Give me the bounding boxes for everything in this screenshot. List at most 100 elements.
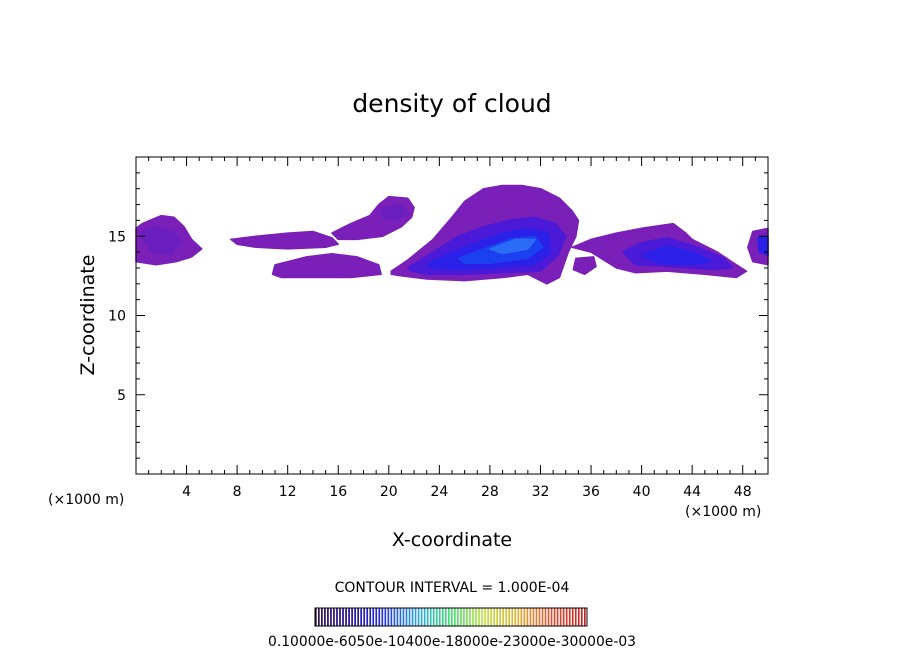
x-tick-label: 28 — [481, 484, 499, 500]
colorbar-swatch — [405, 608, 408, 626]
colorbar-swatch — [457, 608, 459, 626]
colorbar-swatch — [414, 608, 417, 626]
colorbar-swatch — [357, 608, 359, 626]
colorbar-swatch — [324, 608, 326, 626]
cloud-f-inner — [640, 245, 712, 266]
y-tick-label: 5 — [117, 388, 126, 404]
colorbar-swatch — [321, 608, 323, 626]
colorbar-swatch — [360, 608, 362, 626]
colorbar-swatch — [583, 608, 586, 626]
colorbar-swatch — [417, 608, 420, 626]
colorbar-swatch — [502, 608, 505, 626]
colorbar-swatch — [351, 608, 353, 626]
colorbar-swatch — [511, 608, 514, 626]
colorbar-swatch — [390, 608, 393, 626]
y-unit-label: (×1000 m) — [48, 492, 124, 508]
colorbar-swatch — [508, 608, 511, 626]
colorbar-swatch — [499, 608, 502, 626]
colorbar-swatch — [562, 608, 565, 626]
cloud-g — [572, 256, 597, 276]
x-tick-label: 32 — [532, 484, 550, 500]
colorbar-swatch — [514, 608, 517, 626]
x-tick-label: 44 — [683, 484, 701, 500]
colorbar-labels: 0.10000e-6050e-10400e-18000e-23000e-3000… — [268, 634, 636, 650]
x-tick-label: 16 — [329, 484, 347, 500]
colorbar-swatch — [487, 608, 489, 626]
x-tick-label: 48 — [734, 484, 752, 500]
colorbar — [314, 607, 588, 627]
cloud-contours — [135, 184, 769, 285]
colorbar-swatch — [571, 608, 574, 626]
colorbar-swatch — [315, 608, 317, 626]
colorbar-swatch — [420, 608, 423, 626]
colorbar-swatch — [354, 608, 356, 626]
x-tick-label: 24 — [430, 484, 448, 500]
colorbar-swatch — [463, 608, 465, 626]
cloud-d — [331, 195, 415, 241]
cloud-b — [230, 230, 339, 250]
x-tick-label: 12 — [279, 484, 297, 500]
colorbar-swatch — [451, 608, 453, 626]
colorbar-swatch — [327, 608, 329, 626]
colorbar-swatch — [441, 608, 444, 626]
colorbar-swatch — [402, 608, 405, 626]
colorbar-swatch — [348, 608, 350, 626]
colorbar-swatch — [505, 608, 508, 626]
chart-title: density of cloud — [352, 89, 551, 118]
colorbar-swatch — [553, 608, 556, 626]
colorbar-frame — [314, 607, 588, 627]
colorbar-swatch — [469, 608, 471, 626]
y-axis-label: Z-coordinate — [77, 255, 99, 376]
colorbar-swatch — [378, 608, 381, 626]
y-tick-label: 15 — [108, 229, 126, 245]
colorbar-swatch — [333, 608, 335, 626]
cloud-e-5 — [489, 238, 537, 255]
colorbar-swatch — [577, 608, 580, 626]
colorbar-swatch — [387, 608, 390, 626]
x-tick-label: 20 — [380, 484, 398, 500]
colorbar-swatch — [411, 608, 414, 626]
colorbar-swatch — [447, 608, 450, 626]
colorbar-swatch — [529, 608, 532, 626]
plot-frame — [135, 156, 769, 475]
colorbar-swatch — [318, 608, 320, 626]
x-axis-label: X-coordinate — [392, 529, 512, 551]
colorbar-swatch — [550, 608, 553, 626]
colorbar-swatch — [435, 608, 438, 626]
colorbar-swatch — [408, 608, 411, 626]
axis-ticks — [136, 157, 768, 474]
colorbar-swatch — [484, 608, 486, 626]
colorbar-swatch — [472, 608, 474, 626]
colorbar-swatch — [381, 608, 384, 626]
colorbar-swatch — [454, 608, 456, 626]
x-tick-label: 4 — [182, 484, 191, 500]
x-unit-label: (×1000 m) — [685, 504, 761, 520]
colorbar-swatch — [372, 608, 375, 626]
colorbar-swatch — [541, 608, 544, 626]
colorbar-swatch — [336, 608, 338, 626]
colorbar-swatch — [556, 608, 559, 626]
cloud-c — [271, 252, 382, 279]
colorbar-swatch — [481, 608, 483, 626]
colorbar-swatch — [363, 608, 366, 626]
colorbar-swatch — [523, 608, 526, 626]
x-tick-label: 36 — [582, 484, 600, 500]
colorbar-swatch — [429, 608, 432, 626]
colorbar-swatch — [535, 608, 538, 626]
colorbar-swatch — [399, 608, 402, 626]
colorbar-swatch — [517, 608, 520, 626]
colorbar-swatch — [565, 608, 568, 626]
colorbar-swatch — [423, 608, 426, 626]
colorbar-swatch — [496, 608, 498, 626]
colorbar-swatch — [490, 608, 492, 626]
colorbar-swatch — [475, 608, 477, 626]
colorbar-swatch — [520, 608, 523, 626]
colorbar-swatch — [559, 608, 562, 626]
colorbar-swatch — [466, 608, 468, 626]
colorbar-swatch — [532, 608, 535, 626]
colorbar-swatch — [574, 608, 577, 626]
colorbar-swatch — [384, 608, 387, 626]
colorbar-swatch — [345, 608, 347, 626]
